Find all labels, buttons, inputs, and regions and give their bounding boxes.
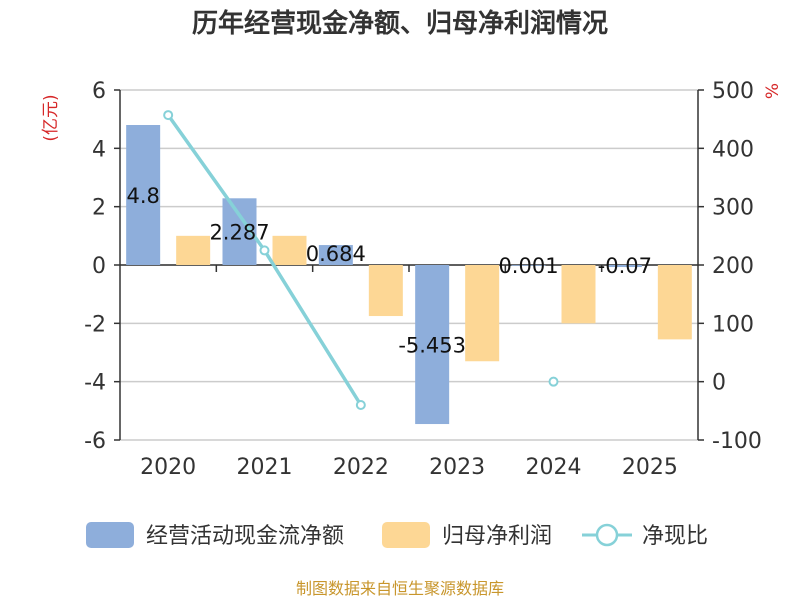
left-axis-unit: (亿元) [41, 94, 61, 141]
right-tick-label: -100 [712, 429, 762, 454]
cashflow-bar [318, 245, 353, 265]
left-tick-label: 0 [92, 254, 106, 279]
cashflow-bar [511, 264, 546, 266]
right-tick-label: 200 [712, 254, 754, 279]
left-tick-label: -4 [84, 371, 106, 396]
bars [126, 125, 692, 425]
left-tick-label: -6 [84, 429, 106, 454]
category-label: 2022 [333, 455, 389, 480]
legend-marker [595, 523, 619, 547]
ratio-line [163, 110, 559, 410]
cashflow-bar [607, 265, 642, 268]
category-label: 2025 [622, 455, 678, 480]
right-axis-unit: % [763, 83, 783, 99]
legend-swatch [382, 522, 430, 548]
legend-label: 净现比 [642, 524, 708, 549]
ratio-point [355, 400, 366, 410]
cashflow-bar [126, 125, 161, 265]
cashflow-bar [415, 265, 450, 425]
profit-bar [176, 235, 211, 265]
cashflow-value-label: 0.001 [498, 254, 558, 278]
legend-swatch [86, 522, 134, 548]
right-tick-label: 500 [712, 79, 754, 104]
profit-bar [368, 265, 403, 317]
cashflow-value-label: 0.684 [306, 242, 366, 266]
ratio-point [259, 245, 270, 256]
legend-label: 归母净利润 [442, 524, 552, 549]
left-tick-label: 4 [92, 137, 106, 162]
legend: 经营活动现金流净额 归母净利润 净现比 [86, 522, 708, 549]
cashflow-value-label: -5.453 [398, 334, 466, 358]
cashflow-value-label: 2.287 [209, 221, 269, 245]
right-tick-label: 100 [712, 312, 754, 337]
legend-label: 经营活动现金流净额 [146, 524, 344, 549]
right-tick-label: 300 [712, 196, 754, 221]
axes: 6 4 2 0 -2 -4 -6 500 400 300 200 100 0 -100 2020 2021 20… [84, 79, 762, 480]
cashflow-value-label: -0.07 [598, 254, 652, 278]
category-label: 2021 [237, 455, 293, 480]
category-label: 2020 [140, 455, 196, 480]
category-label: 2023 [429, 455, 485, 480]
left-tick-label: -2 [84, 312, 106, 337]
right-tick-label: 400 [712, 137, 754, 162]
left-tick-label: 2 [92, 196, 106, 221]
source-note: 制图数据来自恒生聚源数据库 [296, 579, 504, 598]
category-label: 2024 [526, 455, 582, 480]
profit-bar [657, 265, 692, 340]
profit-bar [465, 265, 500, 362]
profit-bar [272, 235, 307, 265]
right-tick-label: 0 [712, 371, 726, 396]
ratio-point [163, 110, 174, 121]
ratio-point [548, 376, 559, 387]
data-labels: 4.8 2.287 0.684 -5.453 0.001 -0.07 [126, 184, 652, 358]
profit-bar [561, 265, 596, 324]
chart-title: 历年经营现金净额、归母净利润情况 [192, 8, 608, 39]
left-tick-label: 6 [92, 79, 106, 104]
cashflow-value-label: 4.8 [126, 184, 159, 208]
